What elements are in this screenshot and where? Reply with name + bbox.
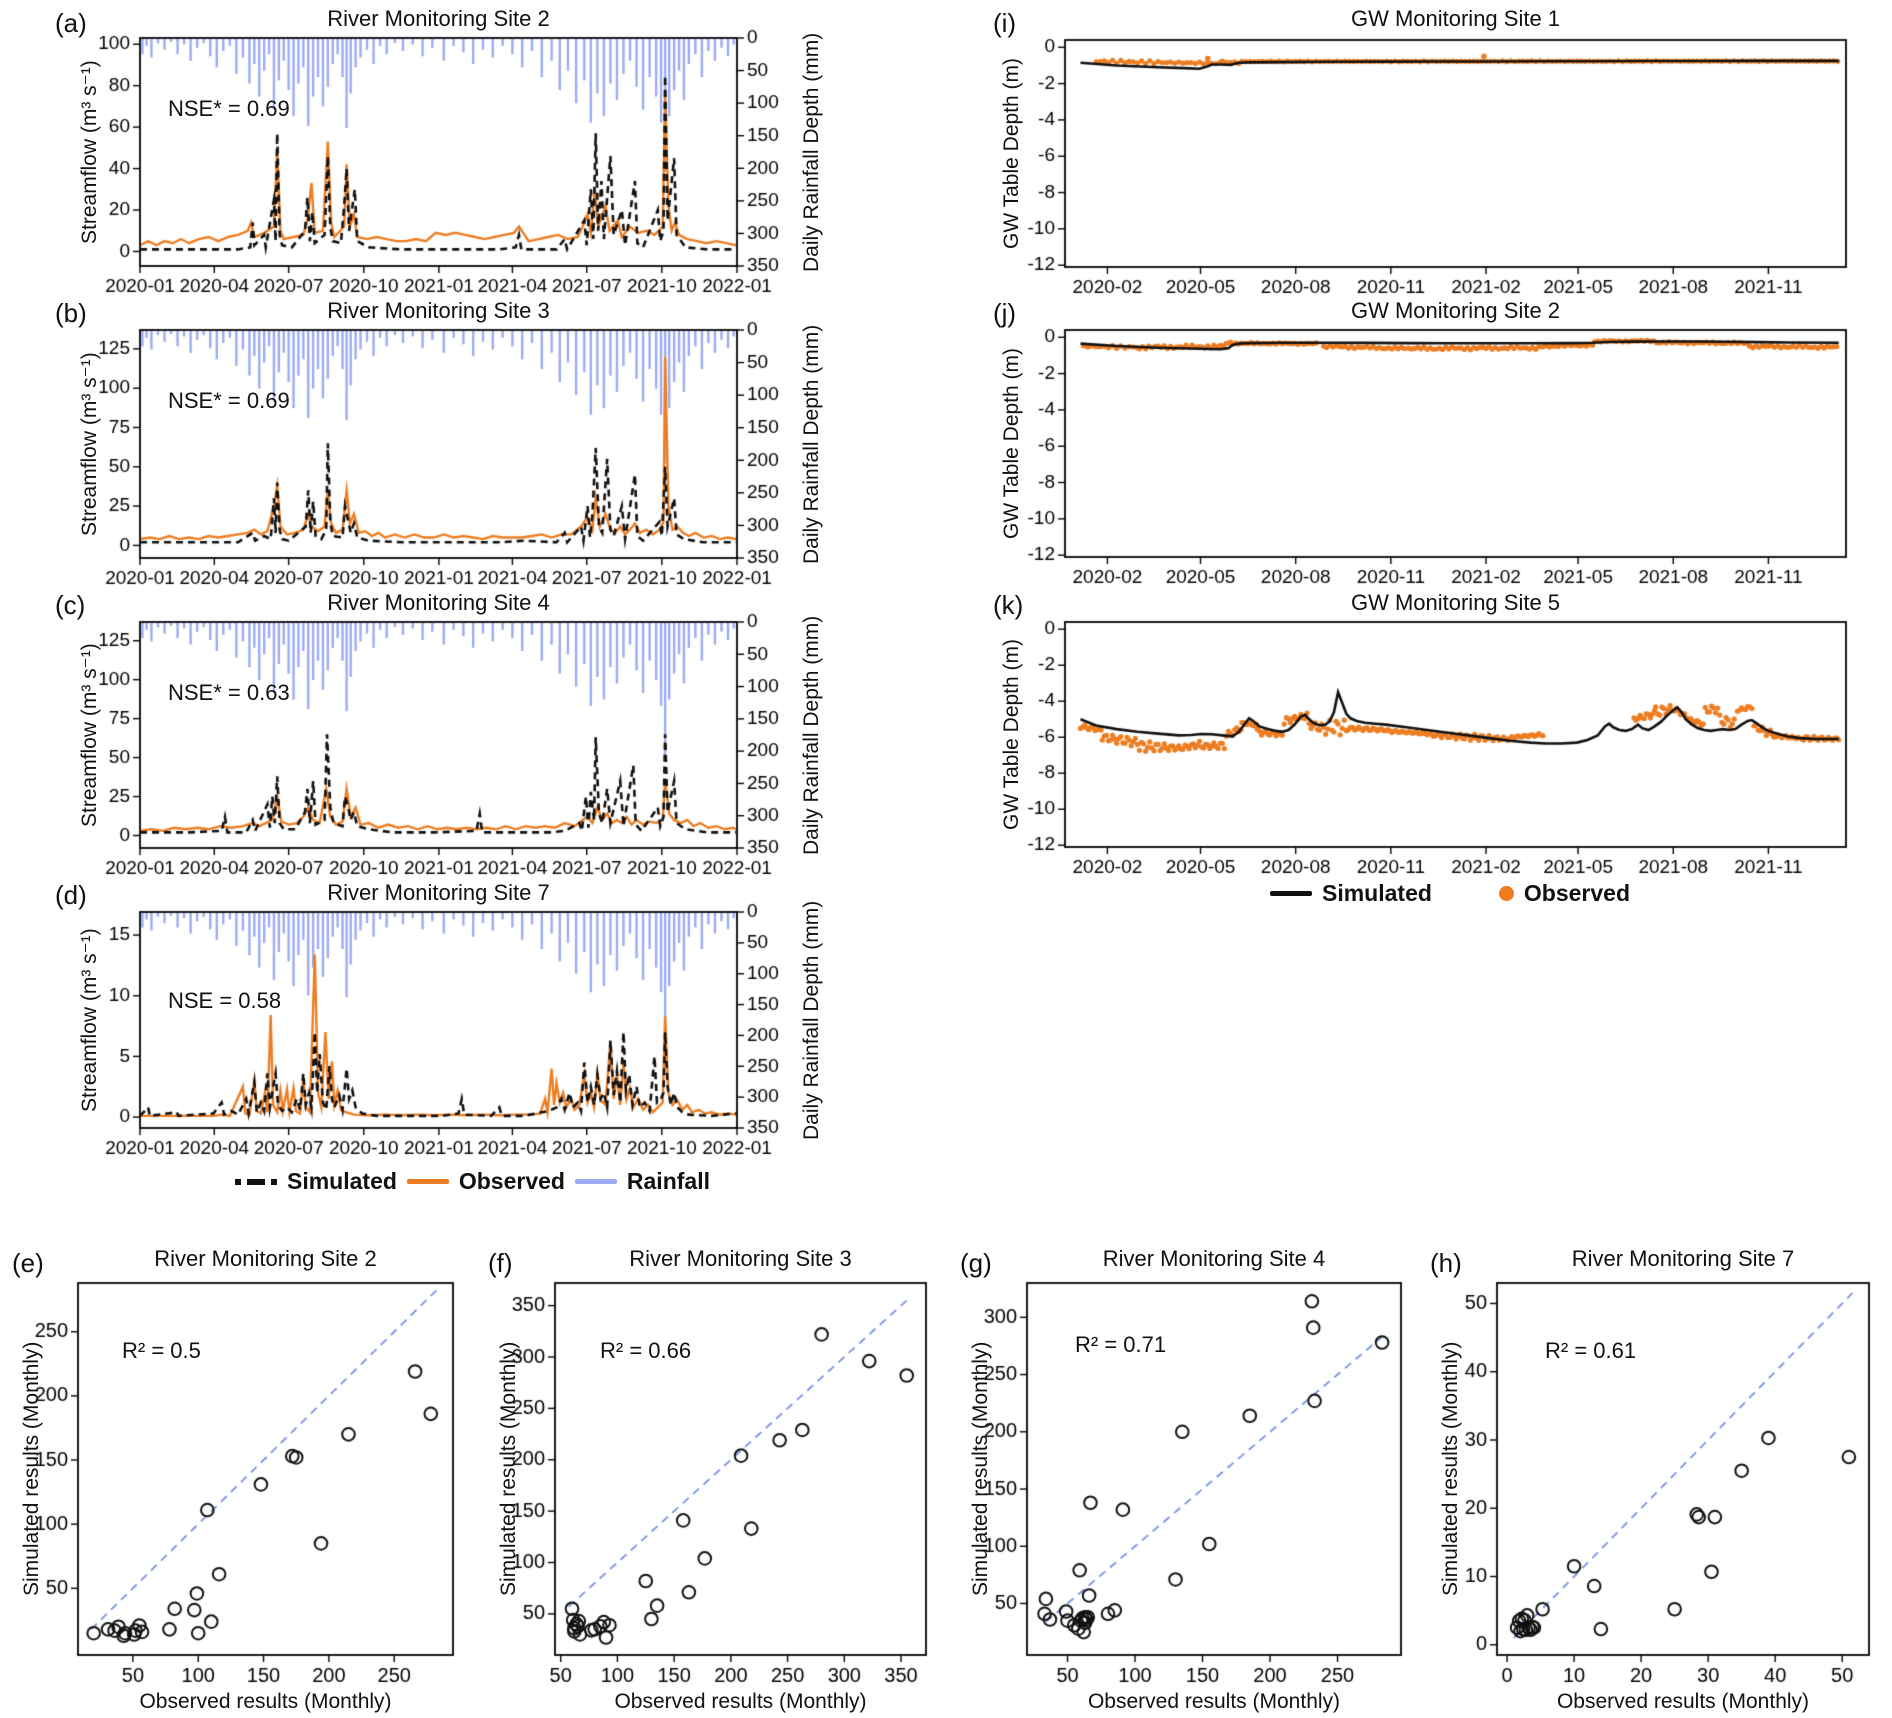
y-axis-label-a: Streamflow (m³ s⁻¹) bbox=[78, 60, 101, 244]
panel-label-j: (j) bbox=[993, 298, 1017, 328]
gw-legend: Simulated Observed bbox=[1270, 880, 1630, 907]
panel-label-a: (a) bbox=[55, 8, 87, 38]
x-axis-label-h: Observed results (Monthly) bbox=[1556, 1690, 1810, 1713]
r2-value-e: R² = 0.5 bbox=[122, 1338, 201, 1363]
panel-label-e: (e) bbox=[12, 1248, 44, 1278]
panel-title-e: River Monitoring Site 2 bbox=[154, 1246, 377, 1271]
legend-item-rainfall: Rainfall bbox=[574, 1168, 710, 1195]
y-axis-label-c: Streamflow (m³ s⁻¹) bbox=[78, 643, 101, 827]
y-axis-label-h: Simulated results (Monthly) bbox=[1439, 1341, 1462, 1597]
simulated-dashed-line-icon bbox=[235, 1178, 277, 1185]
gw-legend-simulated-label: Simulated bbox=[1322, 880, 1432, 906]
streamflow-legend: Simulated Observed Rainfall bbox=[235, 1168, 710, 1195]
y-axis-label-k: GW Table Depth (m) bbox=[1000, 639, 1023, 830]
y-axis-label-b: Streamflow (m³ s⁻¹) bbox=[78, 352, 101, 536]
nse-value-c: NSE* = 0.63 bbox=[168, 680, 290, 705]
panel-label-k: (k) bbox=[993, 590, 1024, 620]
nse-value-d: NSE = 0.58 bbox=[168, 988, 282, 1013]
x-axis-label-g: Observed results (Monthly) bbox=[1087, 1690, 1341, 1713]
observed-line-icon bbox=[406, 1179, 449, 1184]
observed-dot-icon bbox=[1498, 886, 1514, 901]
gw-legend-observed-label: Observed bbox=[1523, 880, 1630, 906]
gw-legend-item-simulated: Simulated bbox=[1270, 880, 1432, 907]
legend-observed-label: Observed bbox=[458, 1168, 565, 1194]
y2-axis-label-d: Daily Rainfall Depth (mm) bbox=[800, 900, 823, 1140]
rainfall-line-icon bbox=[574, 1179, 617, 1184]
y2-axis-label-c: Daily Rainfall Depth (mm) bbox=[800, 615, 823, 855]
r2-value-h: R² = 0.61 bbox=[1545, 1338, 1637, 1363]
y-axis-label-j: GW Table Depth (m) bbox=[1000, 348, 1023, 539]
x-axis-label-f: Observed results (Monthly) bbox=[614, 1690, 867, 1713]
panel-title-f: River Monitoring Site 3 bbox=[629, 1246, 852, 1271]
panel-title-d: River Monitoring Site 7 bbox=[327, 880, 550, 905]
panel-title-a: River Monitoring Site 2 bbox=[327, 6, 550, 31]
y-axis-label-i: GW Table Depth (m) bbox=[1000, 58, 1023, 249]
legend-rainfall-label: Rainfall bbox=[626, 1168, 710, 1194]
panel-label-i: (i) bbox=[993, 8, 1017, 38]
gw-legend-item-observed: Observed bbox=[1498, 880, 1630, 907]
legend-item-simulated: Simulated bbox=[235, 1168, 397, 1195]
panel-title-i: GW Monitoring Site 1 bbox=[1350, 6, 1561, 31]
simulated-line-icon bbox=[1270, 891, 1312, 896]
y-axis-label-d: Streamflow (m³ s⁻¹) bbox=[78, 928, 101, 1112]
panel-label-g: (g) bbox=[960, 1248, 992, 1278]
r2-value-g: R² = 0.71 bbox=[1075, 1332, 1167, 1357]
x-axis-label-e: Observed results (Monthly) bbox=[139, 1690, 392, 1713]
panel-title-h: River Monitoring Site 7 bbox=[1571, 1246, 1795, 1271]
y-axis-label-g: Simulated results (Monthly) bbox=[969, 1341, 992, 1597]
panel-title-b: River Monitoring Site 3 bbox=[327, 298, 550, 323]
nse-value-b: NSE* = 0.69 bbox=[168, 388, 290, 413]
panel-title-g: River Monitoring Site 4 bbox=[1102, 1246, 1326, 1271]
panel-title-j: GW Monitoring Site 2 bbox=[1350, 298, 1561, 323]
y-axis-label-f: Simulated results (Monthly) bbox=[497, 1341, 520, 1597]
panel-label-d: (d) bbox=[55, 880, 87, 910]
panel-label-b: (b) bbox=[55, 298, 87, 328]
y-axis-label-e: Simulated results (Monthly) bbox=[20, 1341, 43, 1597]
r2-value-f: R² = 0.66 bbox=[600, 1338, 692, 1363]
panel-title-c: River Monitoring Site 4 bbox=[327, 590, 550, 615]
panel-label-c: (c) bbox=[55, 590, 86, 620]
legend-simulated-label: Simulated bbox=[287, 1168, 397, 1194]
y2-axis-label-b: Daily Rainfall Depth (mm) bbox=[800, 324, 823, 564]
panel-label-h: (h) bbox=[1430, 1248, 1462, 1278]
panel-title-k: GW Monitoring Site 5 bbox=[1350, 590, 1561, 615]
y2-axis-label-a: Daily Rainfall Depth (mm) bbox=[800, 32, 823, 272]
panel-label-f: (f) bbox=[488, 1248, 513, 1278]
legend-item-observed: Observed bbox=[406, 1168, 565, 1195]
nse-value-a: NSE* = 0.69 bbox=[168, 96, 290, 121]
